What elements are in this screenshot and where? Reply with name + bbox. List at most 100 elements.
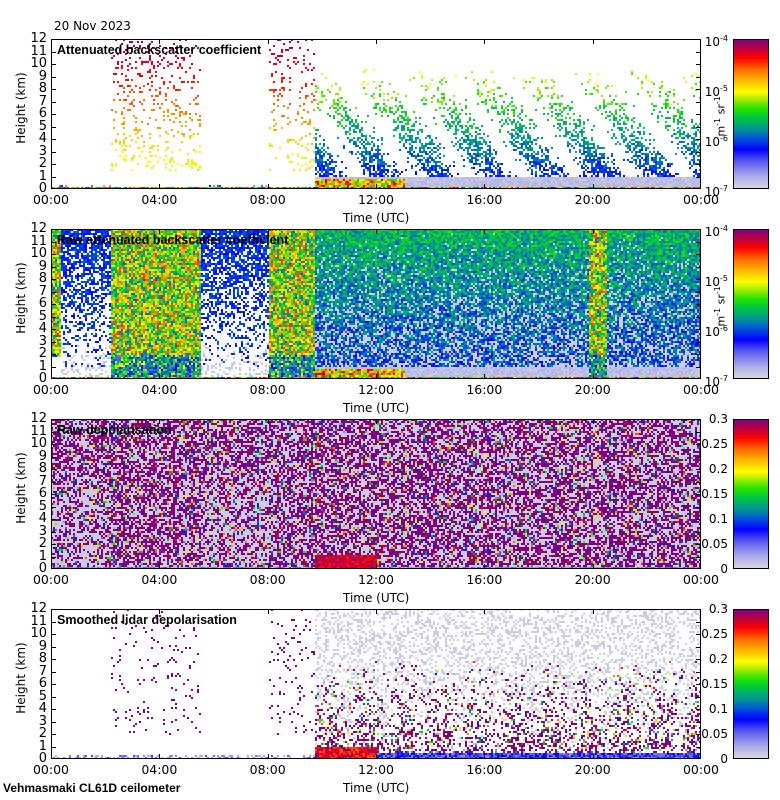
y-tick-mark [51,684,56,685]
y-tick-label: 0 [38,181,47,196]
x-tick-mark [376,374,377,379]
colorbar [733,229,769,379]
x-tick-mark [159,754,161,759]
y-tick-label: 1 [38,738,47,754]
y-tick-mark [51,419,56,420]
y-tick-label: 4 [38,131,47,146]
y-tick-mark [51,241,56,243]
x-tick-mark [267,184,269,189]
x-tick-label: 04:00 [141,572,178,587]
x-tick-label: 20:00 [574,572,611,587]
y-tick-label: 11 [30,43,47,59]
y-tick-mark [696,481,701,483]
y-tick-mark [51,64,56,65]
x-tick-mark [159,229,161,234]
y-tick-mark [51,126,56,128]
x-tick-label: 04:00 [141,382,178,397]
x-tick-mark [484,184,486,189]
y-tick-mark [51,291,56,293]
x-tick-label: 12:00 [357,382,395,397]
x-tick-mark [267,419,269,424]
colorbar-tick-label: 0.05 [701,727,728,741]
y-tick-mark [696,431,701,433]
x-tick-label: 16:00 [466,192,503,207]
y-tick-mark [696,634,701,635]
y-tick-mark [696,291,701,293]
y-tick-mark [51,494,56,495]
chart-panel-1: Attenuated backscatter coefficient 0 1 2 3 4 5… [0,32,780,229]
y-tick-label: 8 [38,271,47,286]
y-tick-label: 4 [38,321,47,336]
x-tick-mark [159,374,161,379]
y-tick-mark [51,378,56,379]
x-tick-mark [159,184,161,189]
y-tick-mark [696,746,701,748]
y-tick-label: 8 [38,81,47,96]
y-tick-label: 11 [30,423,47,439]
y-tick-mark [696,354,701,355]
y-tick-mark [696,329,701,330]
x-axis-label: Time (UTC) [343,781,410,795]
y-tick-mark [696,151,701,153]
y-tick-label: 12 [30,411,47,426]
x-tick-mark [159,39,161,44]
x-tick-label: 00:00 [32,192,70,207]
y-tick-mark [51,746,56,748]
y-tick-mark [51,469,56,470]
colorbar-tick-label: 0.2 [708,652,728,666]
x-tick-mark [592,374,594,379]
colorbar-tick-label: 0.15 [701,677,728,691]
plot-area [51,39,701,189]
x-tick-mark [484,754,486,759]
y-tick-mark [51,431,56,433]
x-tick-mark [267,374,269,379]
y-tick-mark [51,266,56,268]
x-tick-mark [267,609,269,614]
y-tick-label: 6 [38,676,47,691]
y-tick-mark [51,304,56,305]
y-tick-label: 3 [38,143,47,159]
y-tick-mark [51,519,56,520]
y-tick-mark [696,76,701,78]
y-tick-label: 2 [38,156,47,171]
panel-title: Raw attenuated backscatter coefficient [57,233,289,247]
y-tick-label: 0 [38,371,47,386]
y-tick-mark [51,456,56,458]
x-tick-mark [159,564,161,569]
y-tick-label: 1 [38,168,47,184]
x-tick-mark [267,39,269,44]
x-tick-mark [484,419,486,424]
colorbar-tick-label: 10-7 [704,374,728,389]
y-tick-mark [696,456,701,458]
y-tick-mark [696,114,701,115]
x-tick-label: 12:00 [357,762,395,777]
y-tick-mark [51,101,56,103]
colorbar-tick-label: 0.3 [708,412,728,426]
y-tick-mark [51,341,56,343]
y-tick-mark [696,609,701,610]
y-tick-label: 3 [38,713,47,729]
y-tick-mark [51,39,56,40]
y-tick-label: 2 [38,346,47,361]
x-tick-mark [592,229,594,234]
colorbar-tick-label: 0 [720,562,728,576]
y-tick-mark [51,354,56,355]
y-tick-mark [696,494,701,495]
y-tick-mark [696,126,701,128]
y-tick-label: 5 [38,308,47,324]
y-tick-label: 10 [30,56,47,71]
heatmap-image [51,39,701,189]
y-tick-mark [51,506,56,508]
y-tick-label: 10 [30,626,47,641]
y-tick-mark [696,89,701,90]
x-tick-mark [484,564,486,569]
colorbar-tick-label: 10-7 [704,184,728,199]
y-tick-label: 9 [38,448,47,464]
y-tick-label: 9 [38,68,47,84]
y-tick-mark [696,279,701,280]
y-tick-mark [696,531,701,533]
x-axis-label: Time (UTC) [343,211,410,225]
x-tick-mark [376,419,377,424]
y-tick-label: 7 [38,283,47,299]
y-tick-mark [696,444,701,445]
